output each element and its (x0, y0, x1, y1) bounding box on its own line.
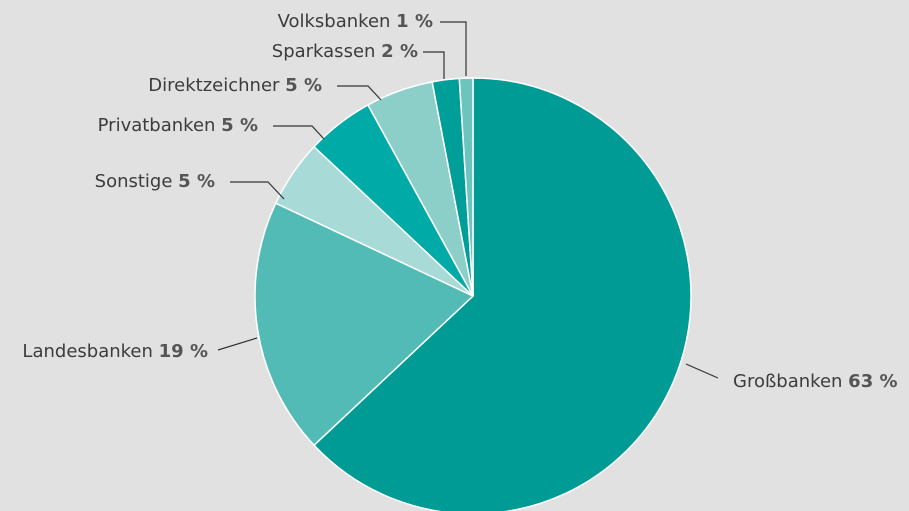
value-label: 5 % (285, 75, 322, 96)
value-label: 5 % (221, 115, 258, 136)
value-label: 1 % (396, 11, 433, 32)
value-label: 63 % (848, 371, 897, 392)
category-name: Volksbanken (278, 11, 391, 32)
pie-slice (254, 202, 475, 447)
category-name: Landesbanken (22, 341, 152, 362)
leader-line (217, 337, 258, 351)
labels: Großbanken 63 % Landesbanken 19 % Sonstige… (22, 11, 897, 392)
slice-label: Volksbanken 1 % (278, 11, 433, 32)
leader-line (273, 125, 325, 140)
category-name: Sparkassen (272, 41, 376, 62)
category-name: Sonstige (95, 171, 173, 192)
leader-line (230, 181, 285, 200)
slice-label: Landesbanken 19 % (22, 341, 208, 362)
slice-label: Großbanken 63 % (733, 371, 898, 392)
value-label: 2 % (381, 41, 418, 62)
leader-line (440, 21, 467, 76)
leader-line (423, 51, 445, 79)
slice-label: Privatbanken 5 % (98, 115, 258, 136)
value-label: 5 % (178, 171, 215, 192)
leader-line (337, 85, 382, 101)
category-name: Direktzeichner (148, 75, 280, 96)
pie-slice (313, 77, 692, 511)
category-name: Großbanken (733, 371, 842, 392)
slices (254, 77, 692, 511)
slice-label: Sonstige 5 % (95, 171, 215, 192)
value-label: 19 % (159, 341, 208, 362)
pie-slice (458, 77, 474, 297)
leader-line (685, 363, 719, 379)
category-name: Privatbanken (98, 115, 216, 136)
slice-label: Direktzeichner 5 % (148, 75, 322, 96)
slice-label: Sparkassen 2 % (272, 41, 418, 62)
